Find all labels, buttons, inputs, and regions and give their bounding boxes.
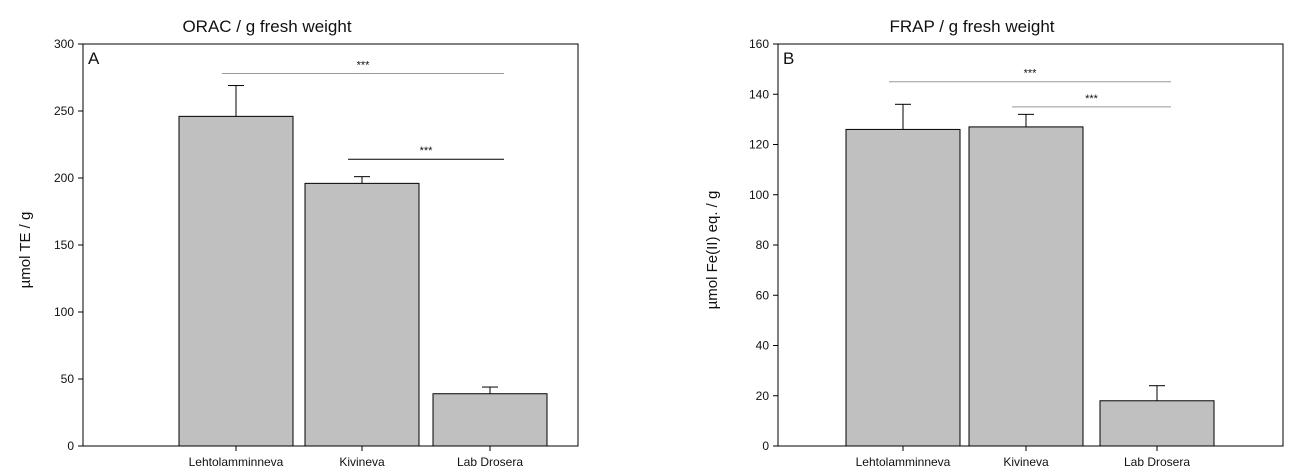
bar (968, 126, 1084, 447)
category-label: Kivineva (339, 455, 385, 469)
significance-label: *** (1024, 68, 1038, 80)
y-tick-label: 20 (756, 389, 770, 403)
significance-label: *** (1085, 93, 1099, 105)
y-tick-label: 100 (54, 305, 74, 319)
y-tick-label: 100 (749, 188, 769, 202)
category-label: Kivineva (1003, 455, 1049, 469)
bar (1099, 400, 1215, 447)
y-tick-label: 50 (61, 372, 75, 386)
bar (432, 393, 548, 447)
y-tick-label: 200 (54, 171, 74, 185)
y-tick-label: 140 (749, 87, 769, 101)
y-axis-label: µmol TE / g (17, 212, 34, 289)
y-tick-label: 300 (54, 37, 74, 51)
y-tick-label: 120 (749, 138, 769, 152)
chart-panel-b: FRAP / g fresh weight µmol Fe(II) eq. / … (704, 17, 1284, 469)
category-label: Lehtolamminneva (189, 455, 284, 469)
panel-letter: A (88, 49, 100, 68)
y-tick-label: 0 (67, 439, 74, 453)
category-label: Lehtolamminneva (856, 455, 951, 469)
chart-title: FRAP / g fresh weight (889, 17, 1054, 36)
bar (845, 128, 961, 447)
y-tick-label: 150 (54, 238, 74, 252)
chart-title: ORAC / g fresh weight (182, 17, 351, 36)
significance-label: *** (420, 145, 434, 157)
y-tick-label: 250 (54, 104, 74, 118)
y-tick-label: 0 (762, 439, 769, 453)
bar (304, 182, 420, 447)
category-label: Lab Drosera (457, 455, 523, 469)
category-label: Lab Drosera (1124, 455, 1190, 469)
bar (178, 115, 294, 447)
y-axis-label: µmol Fe(II) eq. / g (704, 191, 721, 310)
y-tick-label: 40 (756, 339, 770, 353)
panel-letter: B (783, 49, 794, 68)
significance-label: *** (357, 59, 371, 71)
chart-panel-a: ORAC / g fresh weight µmol TE / g A 0 50 1… (17, 17, 579, 469)
y-tick-label: 80 (756, 238, 770, 252)
y-tick-label: 60 (756, 288, 770, 302)
y-tick-label: 160 (749, 37, 769, 51)
